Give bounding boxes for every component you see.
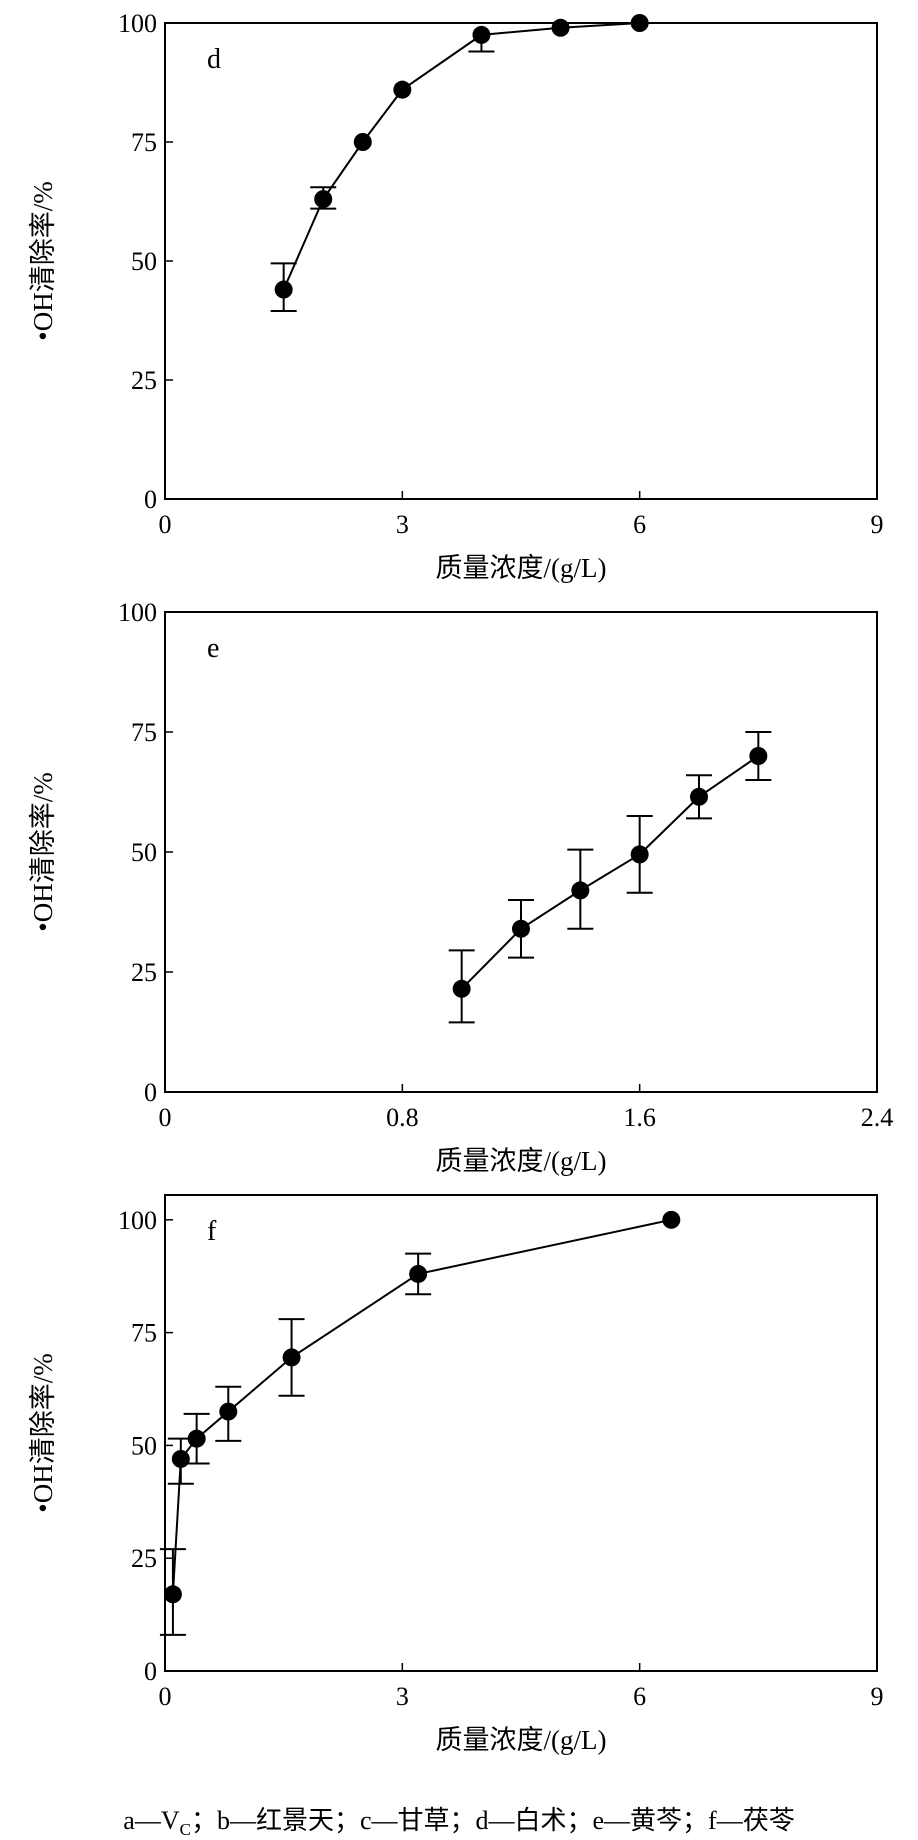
x-axis-label: 质量浓度/(g/L) [436,1146,607,1176]
y-tick-label: 100 [118,1206,157,1235]
x-tick-label: 6 [633,510,646,539]
data-point [314,190,333,209]
x-axis-label: 质量浓度/(g/L) [436,1725,607,1755]
y-axis-label: •OH清除率/% [28,772,58,931]
data-point [393,80,412,99]
x-tick-label: 3 [396,510,409,539]
y-tick-label: 0 [144,1657,157,1686]
panel-letter: f [207,1216,217,1247]
y-tick-label: 50 [131,1431,157,1460]
x-tick-label: 0 [159,1103,172,1132]
caption-a-prefix: a—V [123,1806,180,1835]
caption-rest: ；b—红景天；c—甘草；d—白术；e—黄芩；f—茯苓 [190,1806,795,1835]
series-line [282,22,640,290]
panel-e: 0 25 50 75 100 0 0.8 1.6 2.4 质量浓度/(g/L) •OH清除率/% e [28,598,893,1176]
y-tick-label: 100 [118,9,157,38]
data-point [630,845,649,864]
y-tick-label: 75 [131,128,157,157]
data-point [409,1264,428,1283]
data-point [571,881,590,900]
data-point [690,787,708,806]
x-tick-label: 6 [633,1682,646,1711]
data-point [551,18,570,37]
x-axis-label: 质量浓度/(g/L) [436,553,607,583]
y-tick-label: 0 [144,1078,157,1107]
x-tick-label: 0 [159,1682,172,1711]
data-point [512,919,530,938]
data-point [282,1348,301,1367]
data-point [452,979,471,998]
panel-f: 0 25 50 75 100 0 3 6 9 质量浓度/(g/L) •OH清除率/% f [28,1194,884,1755]
y-axis-label: •OH清除率/% [28,181,58,340]
plot-frame [164,22,878,500]
panel-d: 0 25 50 75 100 0 3 6 9 质量浓度/(g/L) •OH清除率/% d [28,9,884,583]
data-point [662,1210,681,1229]
x-tick-label: 0.8 [386,1103,419,1132]
y-tick-label: 75 [131,1319,157,1348]
y-tick-label: 50 [131,838,157,867]
x-tick-label: 9 [871,1682,884,1711]
figure-caption: a—VC；b—红景天；c—甘草；d—白术；e—黄芩；f—茯苓 [0,1800,918,1840]
y-tick-label: 75 [131,718,157,747]
data-point [353,133,372,151]
caption-a-subscript: C [179,1820,191,1840]
y-tick-label: 25 [131,958,157,987]
series-line [460,755,759,990]
y-axis-label: •OH清除率/% [28,1353,58,1512]
data-point [630,14,649,32]
panel-letter: e [207,633,219,664]
data-point [274,280,293,299]
x-tick-label: 2.4 [861,1103,894,1132]
plot-frame [164,1194,878,1672]
x-tick-label: 9 [871,510,884,539]
data-point [472,25,491,44]
plot-frame [164,611,878,1093]
data-point [219,1402,238,1421]
y-tick-label: 0 [144,485,157,514]
y-tick-label: 50 [131,247,157,276]
x-tick-label: 1.6 [623,1103,656,1132]
panel-letter: d [207,44,221,75]
data-point [187,1429,206,1448]
y-tick-label: 25 [131,1544,157,1573]
x-tick-label: 3 [396,1682,409,1711]
y-tick-label: 25 [131,366,157,395]
data-point [163,1585,182,1604]
y-tick-label: 100 [118,598,157,627]
data-point [171,1449,190,1468]
data-point [749,747,768,765]
x-tick-label: 0 [159,510,172,539]
